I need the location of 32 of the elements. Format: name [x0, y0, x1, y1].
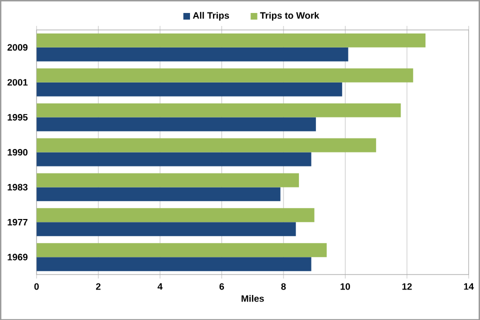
bar — [36, 208, 314, 222]
bar — [36, 186, 280, 201]
bar — [36, 47, 348, 62]
bar — [36, 103, 401, 118]
x-tick-label: 8 — [281, 283, 286, 290]
x-tick-label: 2 — [96, 283, 101, 290]
bar — [36, 117, 316, 132]
y-tick-label: 2001 — [7, 78, 28, 86]
x-tick-label: 0 — [34, 283, 39, 290]
y-tick-label: 1977 — [8, 218, 28, 226]
x-tick-label: 14 — [464, 283, 474, 290]
bar — [36, 152, 312, 166]
x-axis-title: Miles — [242, 294, 264, 302]
bar — [36, 242, 327, 257]
y-tick-label: 1983 — [8, 184, 28, 190]
bar — [36, 82, 342, 96]
x-tick-label: 4 — [158, 283, 163, 290]
legend-label: Trips to Work — [260, 12, 320, 20]
bar — [36, 138, 376, 152]
y-tick-label: 1969 — [8, 254, 28, 260]
y-tick-label: 1995 — [8, 114, 28, 120]
y-tick-label: 2009 — [7, 44, 28, 50]
bar — [36, 173, 299, 187]
bar — [36, 33, 426, 48]
x-tick-label: 12 — [402, 283, 412, 290]
bar — [36, 222, 296, 236]
legend-label: All Trips — [192, 12, 230, 20]
x-tick-label: 10 — [340, 283, 350, 290]
y-tick-label: 1990 — [8, 148, 28, 156]
x-tick-label: 6 — [220, 283, 224, 290]
bar — [36, 68, 414, 82]
bar — [36, 256, 312, 271]
